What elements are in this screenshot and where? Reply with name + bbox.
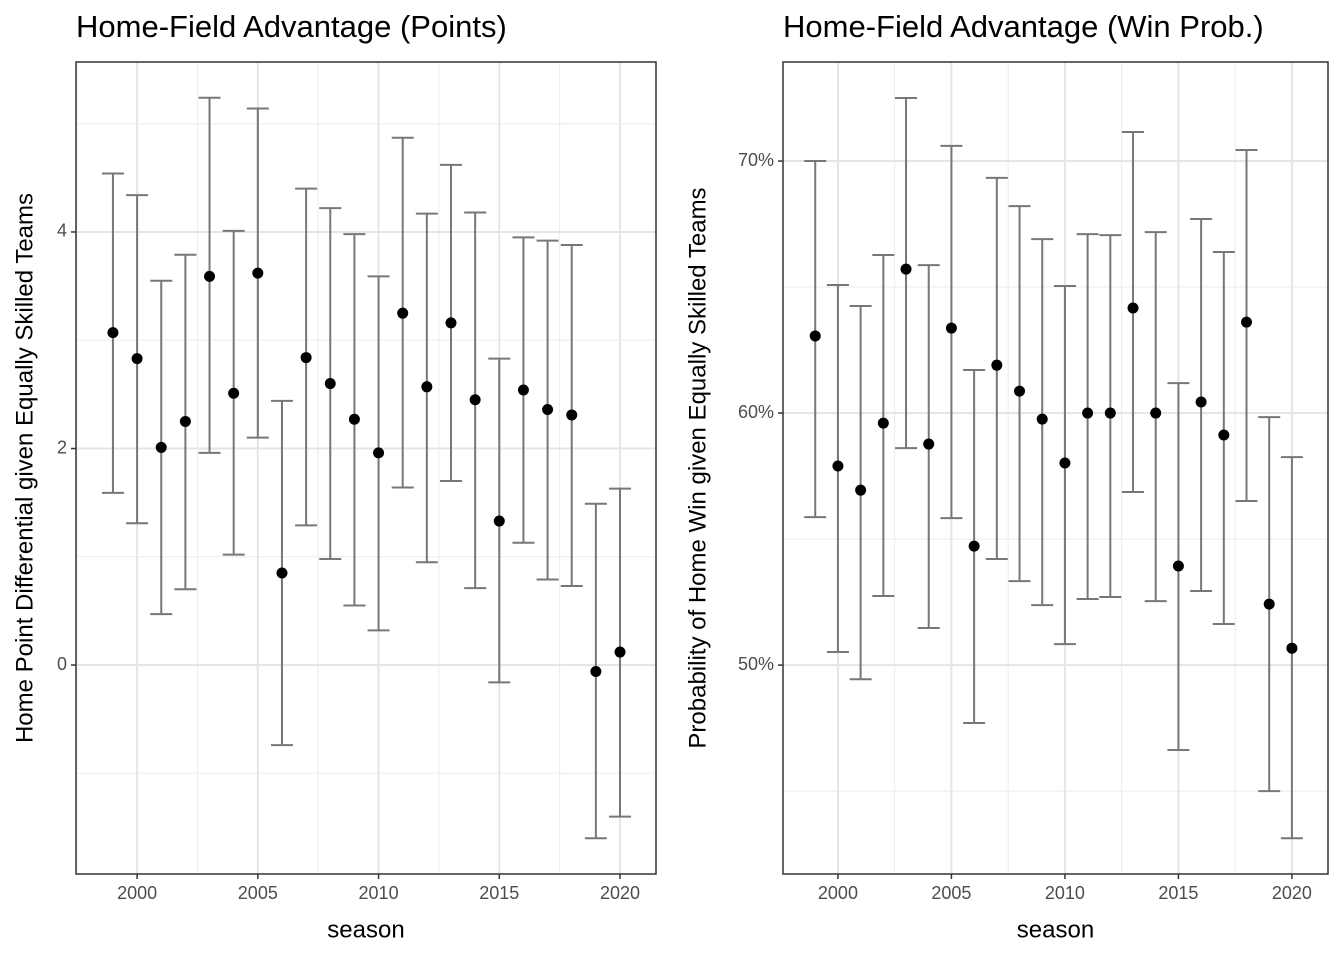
y-tick-label: 70% — [738, 150, 774, 170]
point — [1014, 385, 1026, 397]
y-tick-label: 0 — [57, 654, 67, 674]
point — [300, 352, 312, 364]
point — [276, 567, 288, 579]
point — [131, 353, 143, 365]
point — [1127, 302, 1139, 314]
point — [1059, 457, 1071, 469]
x-axis-label: season — [327, 916, 404, 943]
y-axis-label: Probability of Home Win given Equally Sk… — [684, 187, 711, 748]
point — [590, 666, 602, 678]
point — [493, 515, 505, 527]
point — [204, 270, 216, 282]
point — [614, 646, 626, 658]
plot-border — [75, 61, 657, 875]
point — [1036, 413, 1048, 425]
x-tick-label: 2000 — [818, 883, 858, 903]
point — [832, 460, 844, 472]
point — [855, 484, 867, 496]
point — [1150, 407, 1162, 419]
x-tick-label: 2000 — [117, 883, 157, 903]
x-axis-label: season — [1017, 916, 1094, 943]
point — [945, 322, 957, 334]
point — [809, 330, 821, 342]
point — [517, 384, 529, 396]
point — [348, 413, 360, 425]
point — [877, 417, 889, 429]
point — [900, 263, 912, 275]
chart-title: Home-Field Advantage (Win Prob.) — [783, 9, 1264, 44]
x-tick-label: 2010 — [1045, 883, 1085, 903]
point — [252, 267, 264, 279]
point — [1195, 396, 1207, 408]
point — [228, 387, 240, 399]
plot-border — [782, 61, 1329, 875]
point — [991, 359, 1003, 371]
chart-title: Home-Field Advantage (Points) — [76, 9, 507, 44]
point — [373, 447, 385, 459]
point — [1104, 407, 1116, 419]
point — [179, 415, 191, 427]
point — [1082, 407, 1094, 419]
point — [1241, 316, 1253, 328]
x-tick-label: 2020 — [1272, 883, 1312, 903]
point — [1263, 598, 1275, 610]
y-tick-label: 60% — [738, 402, 774, 422]
x-tick-label: 2015 — [1158, 883, 1198, 903]
y-tick-label: 2 — [57, 437, 67, 457]
x-tick-label: 2015 — [479, 883, 519, 903]
point — [542, 404, 554, 416]
point — [566, 409, 578, 421]
x-tick-label: 2005 — [238, 883, 278, 903]
point — [469, 394, 481, 406]
x-tick-label: 2010 — [359, 883, 399, 903]
y-axis-label: Home Point Differential given Equally Sk… — [11, 193, 38, 743]
point — [1172, 560, 1184, 572]
point — [1286, 642, 1298, 654]
point — [1218, 429, 1230, 441]
point — [445, 317, 457, 329]
y-tick-label: 4 — [57, 221, 67, 241]
y-tick-label: 50% — [738, 654, 774, 674]
point — [923, 438, 935, 450]
x-tick-label: 2005 — [931, 883, 971, 903]
x-tick-label: 2020 — [600, 883, 640, 903]
point — [107, 327, 119, 339]
point — [421, 381, 433, 393]
point — [324, 378, 336, 390]
point — [155, 441, 167, 453]
point — [397, 307, 409, 319]
point — [968, 540, 980, 552]
